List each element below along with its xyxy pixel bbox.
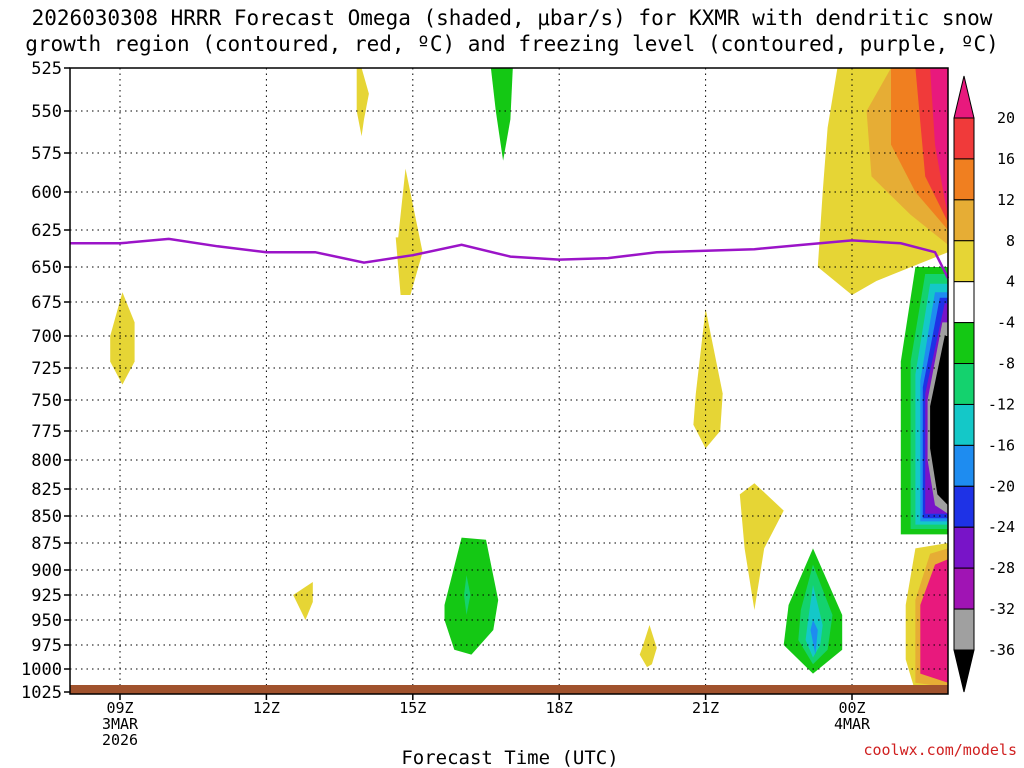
- omega-region: [739, 483, 784, 610]
- x-tick-label: 15Z: [399, 699, 426, 717]
- colorbar-swatch: [953, 199, 975, 242]
- colorbar-label: 4: [1006, 273, 1015, 291]
- colorbar-swatch: [953, 158, 975, 201]
- colorbar-label: -20: [988, 477, 1015, 495]
- y-tick-label: 875: [31, 534, 62, 554]
- colorbar-label: -8: [997, 355, 1015, 373]
- y-tick-label: 750: [31, 391, 62, 411]
- y-tick-label: 650: [31, 258, 62, 278]
- colorbar-label: 16: [997, 150, 1015, 168]
- x-tick-label: 18Z: [546, 699, 573, 717]
- x-tick-label: 09Z: [106, 699, 133, 717]
- colorbar-label: -32: [988, 600, 1015, 618]
- colorbar: 20 16 12 8 4 -4 -8 -12 -16 -20 -24 -28 -32 -36: [953, 75, 1015, 693]
- colorbar-label: -12: [988, 395, 1015, 413]
- colorbar-swatch: [953, 117, 975, 160]
- colorbar-swatch: [953, 567, 975, 610]
- colorbar-swatch: [953, 403, 975, 446]
- y-tick-label: 600: [31, 183, 62, 203]
- omega-region: [110, 292, 135, 385]
- chart-title-line1: 2026030308 HRRR Forecast Omega (shaded, …: [32, 6, 993, 30]
- colorbar-swatch: [953, 281, 975, 324]
- colorbar-label: -24: [988, 518, 1015, 536]
- colorbar-label: -28: [988, 559, 1015, 577]
- x-tick-label: 4MAR: [834, 715, 871, 733]
- plot-frame: [69, 67, 949, 695]
- y-tick-label: 1025: [21, 683, 62, 703]
- omega-region: [810, 620, 818, 655]
- colorbar-swatch: [953, 444, 975, 487]
- colorbar-swatch: [953, 322, 975, 365]
- x-tick-label: 3MAR: [102, 715, 139, 733]
- omega-region: [693, 308, 723, 449]
- colorbar-swatch: [953, 608, 975, 651]
- y-tick-label: 525: [31, 59, 62, 79]
- y-tick-label: 675: [31, 293, 62, 313]
- x-tick-label: 2026: [102, 731, 138, 749]
- colorbar-swatch: [953, 526, 975, 569]
- y-tick-label: 1000: [21, 660, 62, 680]
- omega-region: [293, 582, 313, 620]
- colorbar-label: 8: [1006, 232, 1015, 250]
- y-tick-label: 700: [31, 327, 62, 347]
- colorbar-top-arrow: [953, 75, 975, 119]
- x-tick-label: 00Z: [838, 699, 865, 717]
- y-tick-label: 925: [31, 586, 62, 606]
- y-tick-label: 800: [31, 451, 62, 471]
- colorbar-label: 12: [997, 191, 1015, 209]
- omega-region: [930, 68, 948, 215]
- x-axis-label: Forecast Time (UTC): [401, 747, 618, 768]
- chart-title-line2: growth region (contoured, red, ºC) and f…: [25, 32, 999, 56]
- x-tick-label: 12Z: [253, 699, 280, 717]
- omega-region: [356, 68, 369, 137]
- y-tick-label: 900: [31, 561, 62, 581]
- colorbar-bottom-arrow: [953, 649, 975, 693]
- plot-area: [69, 67, 950, 695]
- colorbar-label: 20: [997, 109, 1015, 127]
- colorbar-label: -4: [997, 314, 1015, 332]
- colorbar-swatch: [953, 363, 975, 405]
- y-tick-label: 775: [31, 422, 62, 442]
- y-tick-label: 625: [31, 221, 62, 241]
- y-tick-label: 575: [31, 144, 62, 164]
- omega-region: [639, 625, 657, 668]
- omega-region: [930, 336, 948, 506]
- y-tick-label: 850: [31, 507, 62, 527]
- y-tick-label: 725: [31, 359, 62, 379]
- omega-region: [805, 585, 823, 658]
- credit-text: coolwx.com/models: [863, 741, 1017, 759]
- y-axis: 525 550 575 600 625 650 675 700 725 750 775 800 825 8…: [21, 59, 70, 703]
- y-tick-label: 550: [31, 102, 62, 122]
- omega-region: [490, 68, 513, 161]
- ground-surface: [70, 685, 948, 694]
- omega-region: [920, 559, 948, 683]
- y-tick-label: 950: [31, 611, 62, 631]
- colorbar-label: -36: [988, 641, 1015, 659]
- colorbar-label: -16: [988, 436, 1015, 454]
- colorbar-swatch: [953, 240, 975, 283]
- x-tick-label: 21Z: [692, 699, 719, 717]
- omega-region: [444, 537, 499, 655]
- freezing-level-line: [70, 237, 950, 279]
- y-tick-label: 975: [31, 636, 62, 656]
- y-tick-label: 825: [31, 480, 62, 500]
- colorbar-swatch: [953, 485, 975, 528]
- omega-region: [395, 168, 423, 295]
